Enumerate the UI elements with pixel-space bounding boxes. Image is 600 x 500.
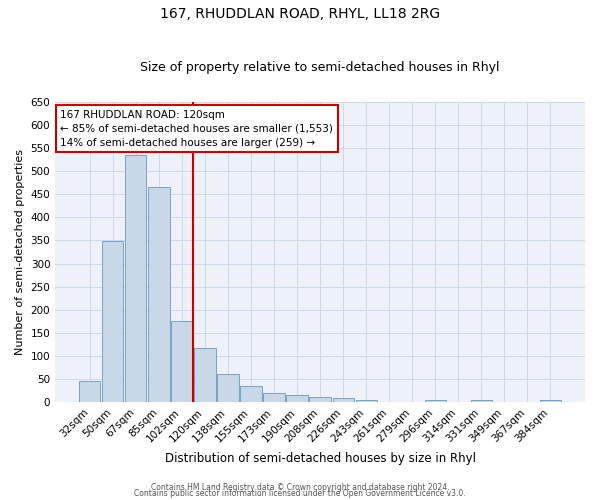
Bar [425, 400, 446, 402]
Bar [194, 348, 215, 402]
Bar [310, 398, 331, 402]
Bar [540, 400, 561, 402]
Bar [241, 386, 262, 402]
Bar [217, 374, 239, 402]
Y-axis label: Number of semi-detached properties: Number of semi-detached properties [15, 149, 25, 355]
Bar [172, 321, 193, 402]
Bar [148, 188, 170, 402]
Bar [263, 392, 284, 402]
Text: Contains HM Land Registry data © Crown copyright and database right 2024.: Contains HM Land Registry data © Crown c… [151, 482, 449, 492]
Text: Contains public sector information licensed under the Open Government Licence v3: Contains public sector information licen… [134, 490, 466, 498]
Bar [79, 380, 100, 402]
Bar [125, 155, 146, 402]
Bar [356, 400, 377, 402]
Text: 167 RHUDDLAN ROAD: 120sqm
← 85% of semi-detached houses are smaller (1,553)
14% : 167 RHUDDLAN ROAD: 120sqm ← 85% of semi-… [61, 110, 334, 148]
Bar [102, 242, 124, 402]
Text: 167, RHUDDLAN ROAD, RHYL, LL18 2RG: 167, RHUDDLAN ROAD, RHYL, LL18 2RG [160, 8, 440, 22]
Bar [332, 398, 353, 402]
Title: Size of property relative to semi-detached houses in Rhyl: Size of property relative to semi-detach… [140, 62, 500, 74]
Bar [286, 396, 308, 402]
X-axis label: Distribution of semi-detached houses by size in Rhyl: Distribution of semi-detached houses by … [164, 452, 476, 465]
Bar [470, 400, 492, 402]
